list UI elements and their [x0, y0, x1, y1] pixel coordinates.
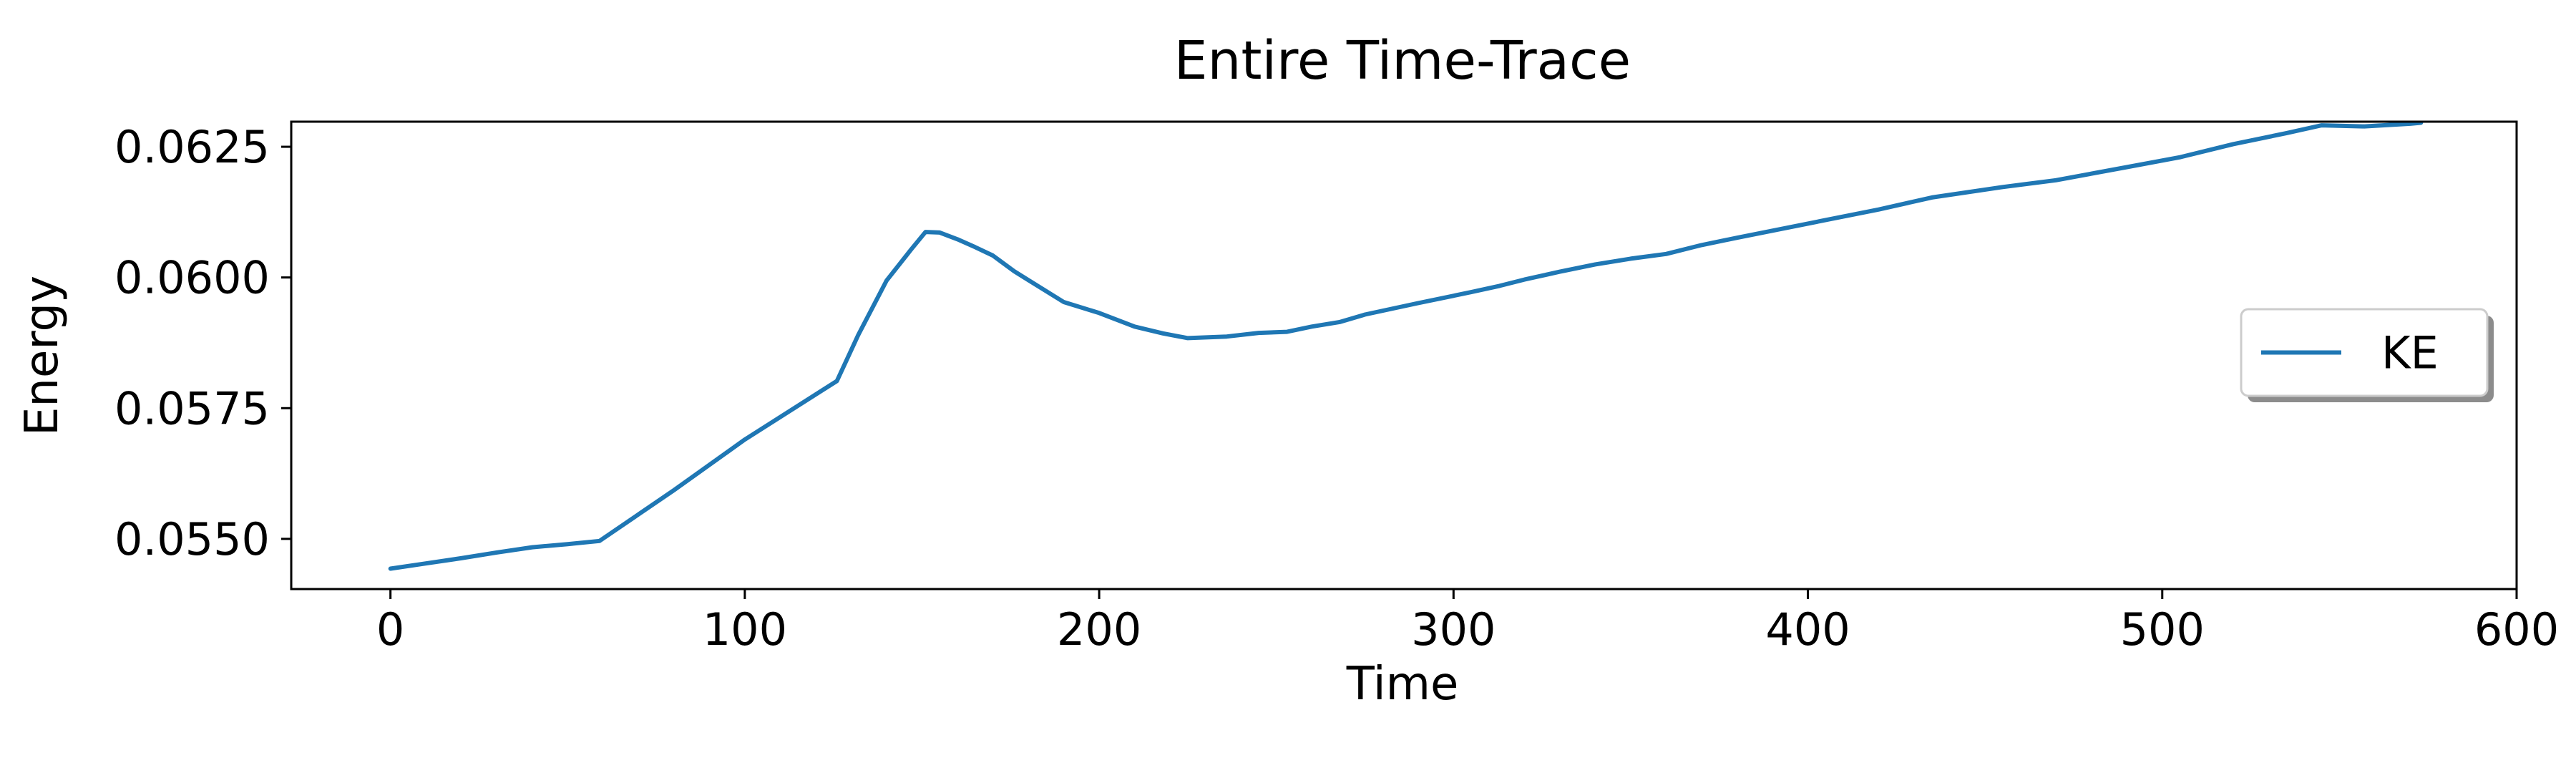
x-axis-label: Time	[1346, 658, 1459, 711]
plot-area	[290, 120, 2518, 590]
x-tick-label: 0	[376, 603, 404, 656]
y-axis: 0.0550 0.0575 0.0600 0.0625	[114, 121, 291, 565]
plot-frame	[290, 120, 2518, 590]
legend: KE	[2240, 308, 2494, 402]
y-tick-label: 0.0550	[114, 513, 270, 565]
x-tick-label: 100	[703, 603, 787, 656]
y-axis-label: Energy	[16, 276, 69, 436]
y-tick-label: 0.0625	[114, 121, 270, 173]
legend-box	[2240, 308, 2489, 397]
y-tick-label: 0.0600	[114, 252, 270, 304]
series-line-ke	[388, 120, 2424, 571]
x-tick-label: 500	[2120, 603, 2205, 656]
legend-label: KE	[2381, 327, 2439, 379]
x-tick-label: 300	[1411, 603, 1496, 656]
x-axis: 0 100 200 300 400 500 600	[376, 589, 2559, 656]
y-tick-label: 0.0575	[114, 382, 270, 434]
x-tick-label: 400	[1765, 603, 1850, 656]
chart-title: Entire Time-Trace	[1174, 30, 1631, 92]
x-tick-label: 200	[1057, 603, 1141, 656]
x-tick-label: 600	[2474, 603, 2559, 656]
